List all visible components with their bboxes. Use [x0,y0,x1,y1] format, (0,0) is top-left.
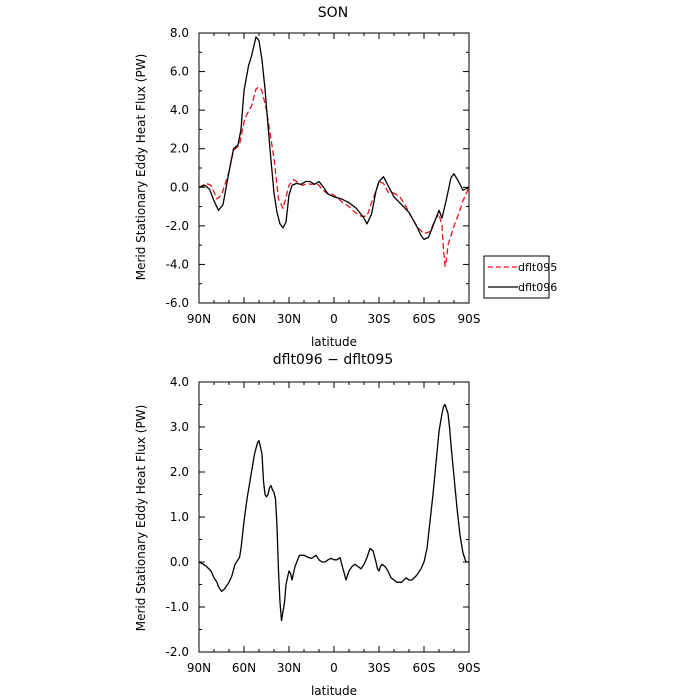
y-tick-label: 0.0 [170,555,189,569]
series-line-dflt095 [198,86,470,268]
y-axis-label: Merid Stationary Eddy Heat Flux (PW) [134,405,148,632]
y-tick-label: -4.0 [166,257,189,271]
chart-panel-top: SON 90N 60N 30N 0 30S 60S 90S -6.0 -4.0 -2.0 0.0 2.… [134,5,557,349]
y-tick-label: 3.0 [170,420,189,434]
y-tick-label: 0.0 [170,180,189,194]
series-line-dflt096 [198,36,470,241]
x-tick-label: 90N [187,312,211,326]
y-tick-label: -1.0 [166,600,189,614]
x-tick-label: 30S [368,661,391,675]
legend-box [483,255,550,299]
chart-title: SON [318,5,348,21]
x-tick-label: 90N [187,661,211,675]
x-tick-label: 0 [330,312,338,326]
legend-label-dflt096: dflt096 [518,281,557,294]
axes: 90N 60N 30N 0 30S 60S 90S -6.0 -4.0 -2.0 0.0 2.0 4.0… [166,26,481,326]
y-tick-label: 2.0 [170,465,189,479]
x-axis-label: latitude [311,684,357,698]
y-tick-label: 2.0 [170,142,189,156]
x-tick-label: 60S [413,312,436,326]
legend-label-dflt095: dflt095 [518,261,557,274]
x-tick-label: 90S [458,312,481,326]
y-tick-label: 1.0 [170,510,189,524]
y-tick-label: 6.0 [170,65,189,79]
series-line-series-0 [198,403,469,622]
y-tick-label: 4.0 [170,103,189,117]
x-tick-label: 30N [277,661,301,675]
x-tick-label: 30S [368,312,391,326]
legend: dflt095 dflt096 [483,255,557,299]
y-tick-label: -2.0 [166,645,189,659]
axes: 90N 60N 30N 0 30S 60S 90S -2.0 -1.0 0.0 1.0 2.0 3.0 4… [166,375,481,675]
x-tick-label: 90S [458,661,481,675]
chart-title: dflt096 − dflt095 [273,352,393,368]
series-lines [198,403,469,622]
x-tick-label: 30N [277,312,301,326]
y-tick-label: 4.0 [170,375,189,389]
y-tick-label: -6.0 [166,296,189,310]
x-tick-label: 60N [232,312,256,326]
chart-panel-bottom: dflt096 − dflt095 90N 60N 30N 0 30S 60S 90S -2.… [134,352,480,698]
x-tick-label: 60S [413,661,436,675]
y-tick-label: -2.0 [166,219,189,233]
x-axis-label: latitude [311,335,357,349]
x-tick-label: 0 [330,661,338,675]
y-axis-label: Merid Stationary Eddy Heat Flux (PW) [134,54,148,281]
x-tick-label: 60N [232,661,256,675]
plot-frame [198,381,470,653]
y-tick-label: 8.0 [170,26,189,40]
series-lines [198,36,470,268]
plot-frame [198,32,470,304]
